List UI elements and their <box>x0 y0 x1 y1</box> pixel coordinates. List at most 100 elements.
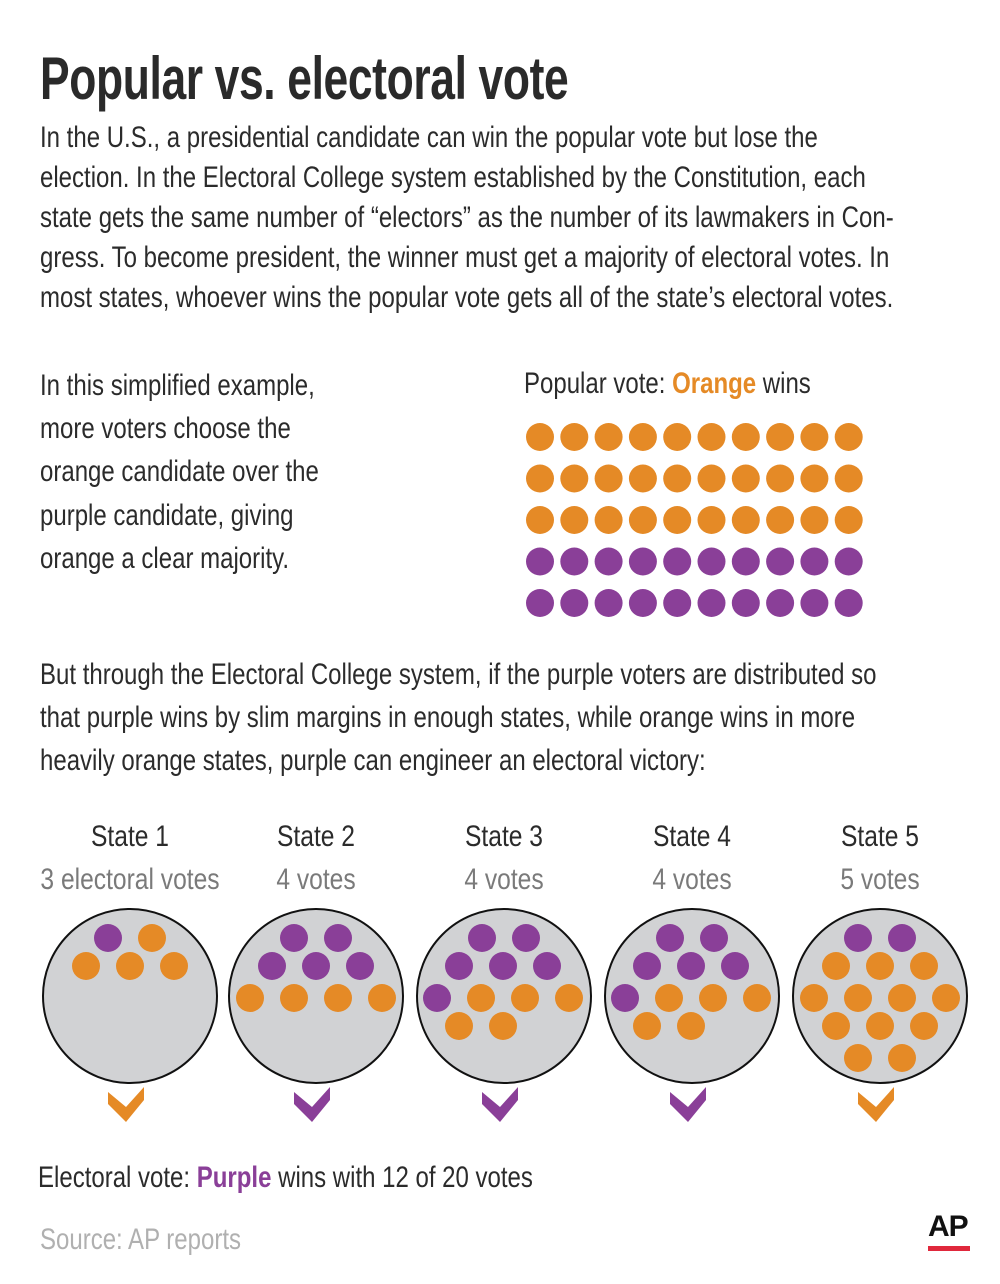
purple-voter-dot <box>697 589 726 617</box>
checkmark-icon <box>294 1087 330 1122</box>
intro-line: In the U.S., a presidential candidate ca… <box>40 121 818 154</box>
orange-voter-dot <box>800 506 829 534</box>
orange-voter-dot <box>699 984 727 1012</box>
orange-voter-dot <box>655 984 683 1012</box>
purple-voter-dot <box>560 547 589 576</box>
intro-line: state gets the same number of “electors”… <box>40 201 894 234</box>
purple-voter-dot <box>663 547 692 576</box>
orange-voter-dot <box>766 423 795 451</box>
example-line: more voters choose the <box>40 412 291 445</box>
purple-voter-dot <box>423 984 451 1012</box>
orange-voter-dot <box>526 423 554 451</box>
orange-voter-dot <box>560 464 589 493</box>
electoral-vote-suffix: wins with 12 of 20 votes <box>271 1161 533 1194</box>
orange-voter-dot <box>834 506 863 534</box>
orange-voter-dot <box>628 464 657 493</box>
orange-voter-dot <box>731 464 760 493</box>
checkmark-icon <box>108 1087 144 1122</box>
state-votes: 4 votes <box>276 863 356 896</box>
checkmark-icon <box>482 1087 518 1122</box>
explanation-line: that purple wins by slim margins in enou… <box>40 701 856 734</box>
orange-voter-dot <box>800 423 829 451</box>
orange-voter-dot <box>324 984 352 1012</box>
purple-voter-dot <box>445 952 473 980</box>
popular-vote-label: Popular vote: Orange wins <box>524 364 811 404</box>
orange-voter-dot <box>932 984 960 1012</box>
orange-voter-dot <box>834 423 863 451</box>
purple-voter-dot <box>468 924 496 952</box>
electoral-vote-prefix: Electoral vote: <box>38 1161 197 1194</box>
state-name: State 2 <box>277 820 355 853</box>
orange-voter-dot <box>800 984 828 1012</box>
source-note: Source: AP reports <box>40 1223 241 1256</box>
example-line: orange candidate over the <box>40 455 319 488</box>
purple-voter-dot <box>594 589 623 617</box>
orange-voter-dot <box>844 984 872 1012</box>
orange-voter-dot <box>866 952 894 980</box>
electoral-vote-label: Electoral vote: Purple wins with 12 of 2… <box>38 1158 533 1198</box>
intro-line: election. In the Electoral College syste… <box>40 161 866 194</box>
state-circle <box>42 908 218 1084</box>
orange-voter-dot <box>697 464 726 493</box>
state-name: State 1 <box>91 820 169 853</box>
purple-voter-dot <box>766 589 795 617</box>
orange-voter-dot <box>888 984 916 1012</box>
orange-voter-dot <box>822 952 850 980</box>
orange-voter-dot <box>663 506 692 534</box>
orange-voter-dot <box>138 924 166 952</box>
purple-voter-dot <box>489 952 517 980</box>
purple-voter-dot <box>656 924 684 952</box>
orange-voter-dot <box>511 984 539 1012</box>
orange-voter-dot <box>800 464 829 493</box>
ap-logo: AP <box>928 1210 969 1243</box>
purple-voter-dot <box>560 589 589 617</box>
state-votes: 4 votes <box>652 863 732 896</box>
popular-vote-prefix: Popular vote: <box>524 367 673 400</box>
purple-voter-dot <box>324 924 352 952</box>
purple-voter-dot <box>800 547 829 576</box>
purple-voter-dot <box>526 547 554 576</box>
state-name: State 3 <box>465 820 543 853</box>
orange-voter-dot <box>628 423 657 451</box>
orange-voter-dot <box>910 1012 938 1040</box>
purple-voter-dot <box>533 952 561 980</box>
popular-vote-winner: Orange <box>672 367 757 400</box>
orange-voter-dot <box>677 1012 705 1040</box>
orange-voter-dot <box>467 984 495 1012</box>
orange-voter-dot <box>560 423 589 451</box>
orange-voter-dot <box>489 1012 517 1040</box>
orange-voter-dot <box>594 506 623 534</box>
orange-voter-dot <box>743 984 771 1012</box>
purple-voter-dot <box>834 547 863 576</box>
state-name: State 4 <box>653 820 731 853</box>
orange-voter-dot <box>663 464 692 493</box>
orange-voter-dot <box>116 952 144 980</box>
example-line: purple candidate, giving <box>40 499 294 532</box>
popular-vote-suffix: wins <box>756 367 811 400</box>
orange-voter-dot <box>766 464 795 493</box>
purple-voter-dot <box>766 547 795 576</box>
orange-voter-dot <box>888 1044 916 1072</box>
purple-voter-dot <box>700 924 728 952</box>
orange-voter-dot <box>834 464 863 493</box>
page-title: Popular vs. electoral vote <box>40 45 569 112</box>
example-line: orange a clear majority. <box>40 542 289 575</box>
orange-voter-dot <box>368 984 396 1012</box>
state-votes: 3 electoral votes <box>40 863 220 896</box>
purple-voter-dot <box>663 589 692 617</box>
orange-voter-dot <box>594 423 623 451</box>
orange-voter-dot <box>910 952 938 980</box>
purple-voter-dot <box>731 589 760 617</box>
orange-voter-dot <box>731 423 760 451</box>
state-name: State 5 <box>841 820 919 853</box>
purple-voter-dot <box>280 924 308 952</box>
orange-voter-dot <box>72 952 100 980</box>
orange-voter-dot <box>633 1012 661 1040</box>
purple-voter-dot <box>594 547 623 576</box>
purple-voter-dot <box>834 589 863 617</box>
orange-voter-dot <box>594 464 623 493</box>
orange-voter-dot <box>160 952 188 980</box>
purple-voter-dot <box>888 924 916 952</box>
orange-voter-dot <box>731 506 760 534</box>
